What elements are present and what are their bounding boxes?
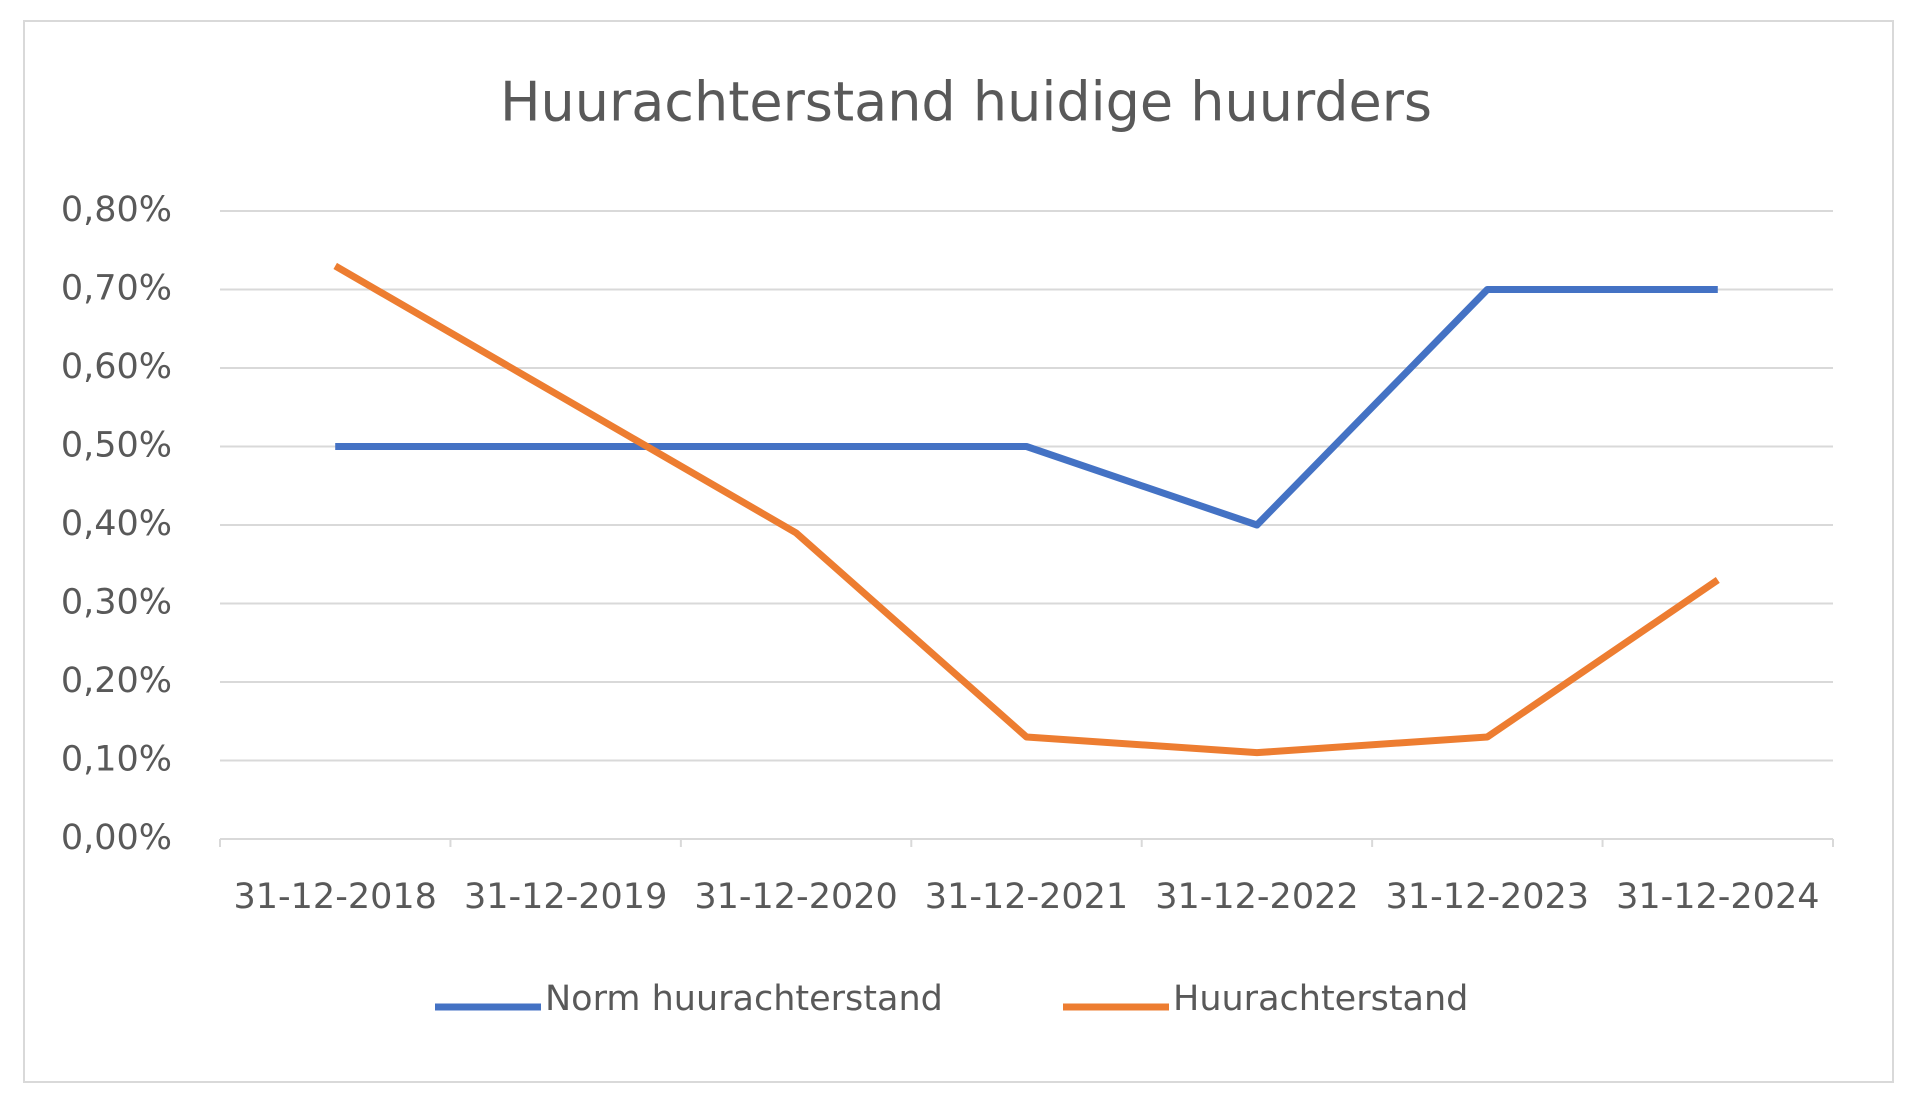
x-tick-label: 31-12-2024 (1616, 877, 1819, 917)
x-tick-label: 31-12-2020 (694, 877, 897, 917)
y-tick-label: 0,70% (61, 269, 172, 309)
y-tick-label: 0,50% (61, 426, 172, 466)
y-tick-label: 0,60% (61, 347, 172, 387)
x-tick-label: 31-12-2022 (1155, 877, 1358, 917)
legend-label: Norm huurachterstand (545, 979, 943, 1019)
series-line (335, 286, 1718, 529)
series-line (333, 262, 1720, 757)
y-tick-label: 0,20% (61, 661, 172, 701)
legend-label: Huurachterstand (1173, 979, 1468, 1019)
x-tick-label: 31-12-2019 (464, 877, 667, 917)
chart-border (23, 20, 1894, 1083)
x-tick-label: 31-12-2023 (1386, 877, 1589, 917)
x-tick-label: 31-12-2018 (234, 877, 437, 917)
y-tick-label: 0,80% (61, 190, 172, 230)
y-tick-label: 0,40% (61, 504, 172, 544)
x-tick-label: 31-12-2021 (925, 877, 1128, 917)
y-tick-label: 0,00% (61, 818, 172, 858)
y-tick-label: 0,30% (61, 583, 172, 623)
chart-title: Huurachterstand huidige huurders (500, 71, 1432, 134)
y-tick-label: 0,10% (61, 740, 172, 780)
